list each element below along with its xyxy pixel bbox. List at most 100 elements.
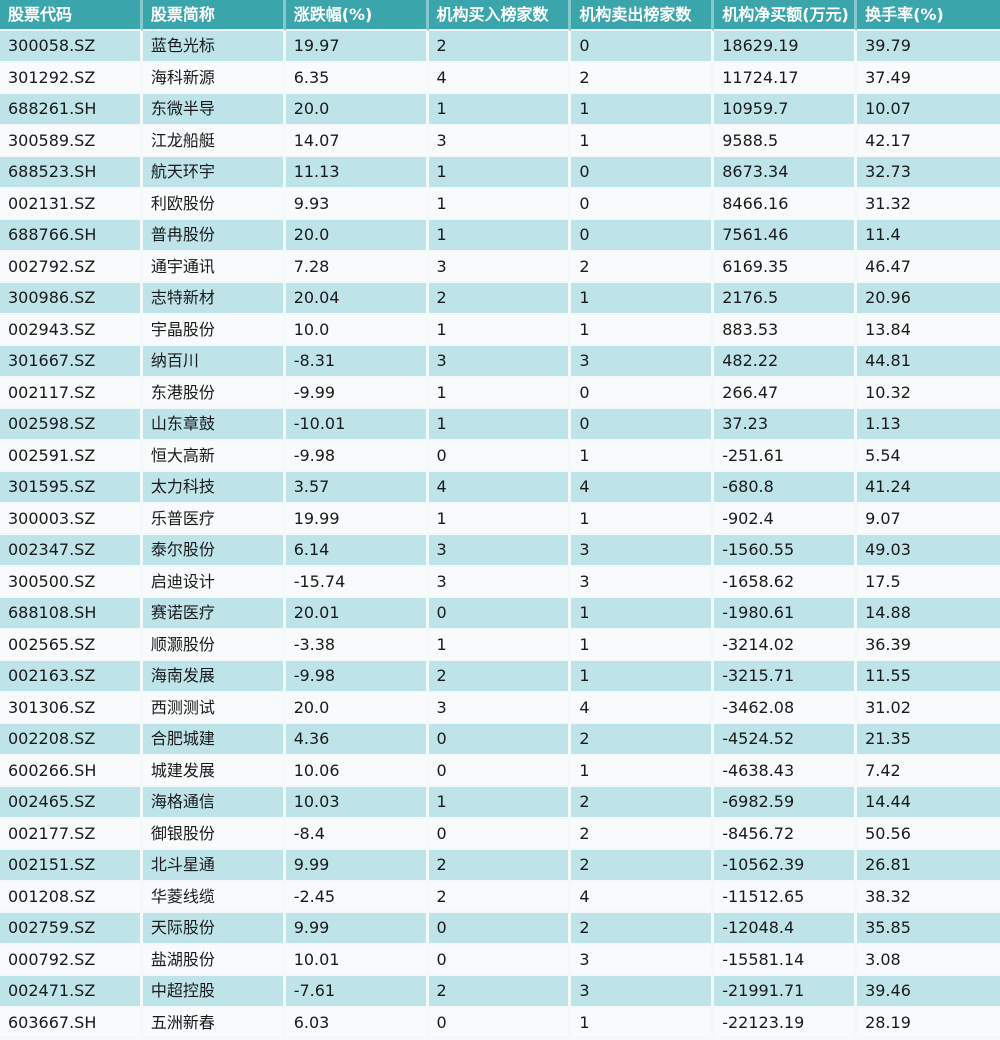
cell-turnover-pct: 37.49 [857, 62, 1000, 94]
cell-inst-buy-count: 1 [428, 157, 572, 189]
cell-change-pct: -3.38 [285, 629, 429, 661]
cell-change-pct: -15.74 [285, 566, 429, 598]
cell-inst-sell-count: 1 [571, 598, 715, 630]
cell-inst-sell-count: 1 [571, 755, 715, 787]
cell-change-pct: 10.0 [285, 314, 429, 346]
cell-stock-name: 海科新源 [142, 62, 286, 94]
table-row: 300058.SZ 蓝色光标 19.97 2 0 18629.19 39.79 [0, 31, 1000, 63]
cell-inst-net-buy: 10959.7 [714, 94, 858, 126]
table-row: 301292.SZ 海科新源 6.35 4 2 11724.17 37.49 [0, 62, 1000, 94]
col-header-stock-code: 股票代码 [0, 0, 143, 31]
cell-stock-code: 300986.SZ [0, 283, 143, 315]
cell-inst-net-buy: -3462.08 [714, 692, 858, 724]
cell-stock-name: 西测测试 [142, 692, 286, 724]
cell-inst-net-buy: -15581.14 [714, 944, 858, 976]
cell-change-pct: -7.61 [285, 976, 429, 1008]
cell-inst-net-buy: -1658.62 [714, 566, 858, 598]
cell-inst-buy-count: 0 [428, 913, 572, 945]
cell-inst-net-buy: 8673.34 [714, 157, 858, 189]
cell-change-pct: 9.99 [285, 913, 429, 945]
cell-stock-code: 002759.SZ [0, 913, 143, 945]
table-row: 002591.SZ 恒大高新 -9.98 0 1 -251.61 5.54 [0, 440, 1000, 472]
cell-inst-net-buy: 7561.46 [714, 220, 858, 252]
cell-stock-name: 山东章鼓 [142, 409, 286, 441]
cell-turnover-pct: 50.56 [857, 818, 1000, 850]
cell-change-pct: 7.28 [285, 251, 429, 283]
cell-inst-buy-count: 1 [428, 503, 572, 535]
cell-turnover-pct: 14.44 [857, 787, 1000, 819]
cell-change-pct: 3.57 [285, 472, 429, 504]
cell-inst-net-buy: -6982.59 [714, 787, 858, 819]
cell-inst-sell-count: 2 [571, 787, 715, 819]
cell-change-pct: 20.0 [285, 692, 429, 724]
cell-inst-buy-count: 0 [428, 755, 572, 787]
cell-change-pct: 10.03 [285, 787, 429, 819]
cell-stock-name: 东港股份 [142, 377, 286, 409]
cell-stock-name: 合肥城建 [142, 724, 286, 756]
cell-inst-sell-count: 2 [571, 62, 715, 94]
col-header-inst-buy-count: 机构买入榜家数 [428, 0, 572, 31]
cell-stock-name: 蓝色光标 [142, 31, 286, 63]
cell-inst-buy-count: 3 [428, 346, 572, 378]
cell-turnover-pct: 49.03 [857, 535, 1000, 567]
cell-inst-buy-count: 2 [428, 661, 572, 693]
cell-change-pct: 11.13 [285, 157, 429, 189]
cell-turnover-pct: 9.07 [857, 503, 1000, 535]
cell-inst-sell-count: 2 [571, 850, 715, 882]
cell-inst-net-buy: -3214.02 [714, 629, 858, 661]
cell-stock-name: 海格通信 [142, 787, 286, 819]
cell-turnover-pct: 46.47 [857, 251, 1000, 283]
cell-inst-buy-count: 2 [428, 881, 572, 913]
cell-inst-sell-count: 4 [571, 881, 715, 913]
cell-change-pct: 20.0 [285, 94, 429, 126]
cell-stock-code: 301667.SZ [0, 346, 143, 378]
cell-inst-sell-count: 4 [571, 472, 715, 504]
cell-inst-sell-count: 4 [571, 692, 715, 724]
cell-stock-name: 纳百川 [142, 346, 286, 378]
cell-inst-buy-count: 0 [428, 1007, 572, 1039]
cell-turnover-pct: 11.4 [857, 220, 1000, 252]
cell-inst-buy-count: 2 [428, 976, 572, 1008]
cell-inst-net-buy: 6169.35 [714, 251, 858, 283]
cell-change-pct: -9.99 [285, 377, 429, 409]
cell-inst-net-buy: -251.61 [714, 440, 858, 472]
cell-inst-buy-count: 1 [428, 220, 572, 252]
cell-stock-name: 宇晶股份 [142, 314, 286, 346]
cell-inst-sell-count: 2 [571, 251, 715, 283]
cell-stock-code: 300003.SZ [0, 503, 143, 535]
cell-turnover-pct: 36.39 [857, 629, 1000, 661]
cell-change-pct: 10.01 [285, 944, 429, 976]
cell-inst-net-buy: 8466.16 [714, 188, 858, 220]
table-row: 002177.SZ 御银股份 -8.4 0 2 -8456.72 50.56 [0, 818, 1000, 850]
table-row: 301595.SZ 太力科技 3.57 4 4 -680.8 41.24 [0, 472, 1000, 504]
table-row: 000792.SZ 盐湖股份 10.01 0 3 -15581.14 3.08 [0, 944, 1000, 976]
cell-turnover-pct: 35.85 [857, 913, 1000, 945]
table-body: 300058.SZ 蓝色光标 19.97 2 0 18629.19 39.79 301292.… [0, 31, 1000, 1039]
cell-inst-buy-count: 2 [428, 850, 572, 882]
table-row: 002565.SZ 顺灏股份 -3.38 1 1 -3214.02 36.39 [0, 629, 1000, 661]
cell-inst-sell-count: 3 [571, 535, 715, 567]
cell-stock-code: 002565.SZ [0, 629, 143, 661]
cell-inst-net-buy: -1980.61 [714, 598, 858, 630]
cell-inst-sell-count: 3 [571, 346, 715, 378]
cell-inst-sell-count: 1 [571, 440, 715, 472]
cell-inst-net-buy: -12048.4 [714, 913, 858, 945]
col-header-stock-name: 股票简称 [142, 0, 286, 31]
cell-turnover-pct: 21.35 [857, 724, 1000, 756]
cell-turnover-pct: 39.46 [857, 976, 1000, 1008]
cell-inst-net-buy: -10562.39 [714, 850, 858, 882]
cell-change-pct: 20.0 [285, 220, 429, 252]
cell-turnover-pct: 39.79 [857, 31, 1000, 63]
cell-inst-net-buy: -21991.71 [714, 976, 858, 1008]
table-row: 002131.SZ 利欧股份 9.93 1 0 8466.16 31.32 [0, 188, 1000, 220]
cell-turnover-pct: 26.81 [857, 850, 1000, 882]
cell-inst-net-buy: 11724.17 [714, 62, 858, 94]
cell-turnover-pct: 1.13 [857, 409, 1000, 441]
table-row: 002151.SZ 北斗星通 9.99 2 2 -10562.39 26.81 [0, 850, 1000, 882]
table-row: 600266.SH 城建发展 10.06 0 1 -4638.43 7.42 [0, 755, 1000, 787]
cell-inst-sell-count: 0 [571, 188, 715, 220]
cell-stock-code: 300058.SZ [0, 31, 143, 63]
table-row: 300589.SZ 江龙船艇 14.07 3 1 9588.5 42.17 [0, 125, 1000, 157]
cell-inst-buy-count: 3 [428, 566, 572, 598]
